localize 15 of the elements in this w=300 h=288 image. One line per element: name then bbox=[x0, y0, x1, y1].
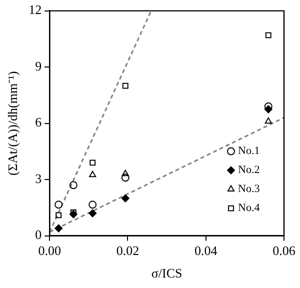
x-axis-title: σ/ICS bbox=[151, 266, 182, 281]
legend-label: No.3 bbox=[238, 183, 260, 196]
y-tick-label: 6 bbox=[35, 114, 42, 130]
legend-label: No.1 bbox=[238, 145, 260, 158]
x-tick-label: 0.00 bbox=[38, 243, 61, 258]
y-tick-label: 0 bbox=[35, 227, 42, 242]
y-tick-label: 3 bbox=[35, 170, 42, 186]
y-tick-label: 12 bbox=[28, 2, 42, 18]
x-tick-label: 0.02 bbox=[116, 243, 140, 258]
y-axis-title: (ΣAt/(A))/dh(mm⁻¹) bbox=[5, 71, 20, 176]
x-tick-label: 0.04 bbox=[194, 243, 218, 258]
legend-label: No.2 bbox=[238, 164, 260, 176]
x-tick-label: 0.06 bbox=[272, 243, 296, 258]
y-tick-label: 9 bbox=[35, 58, 42, 74]
legend-label: No.4 bbox=[238, 202, 260, 214]
